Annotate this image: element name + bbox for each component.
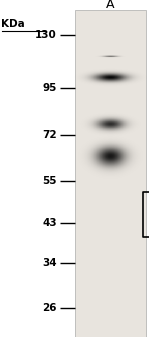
Bar [75,10,146,337]
Text: 130: 130 [35,30,57,39]
Text: 26: 26 [42,303,57,313]
Text: 55: 55 [42,176,57,186]
Text: KDa: KDa [2,19,25,29]
Text: 72: 72 [42,130,57,140]
Text: 95: 95 [43,83,57,93]
Text: 34: 34 [42,258,57,268]
Text: A: A [106,0,114,11]
Text: 43: 43 [42,218,57,228]
